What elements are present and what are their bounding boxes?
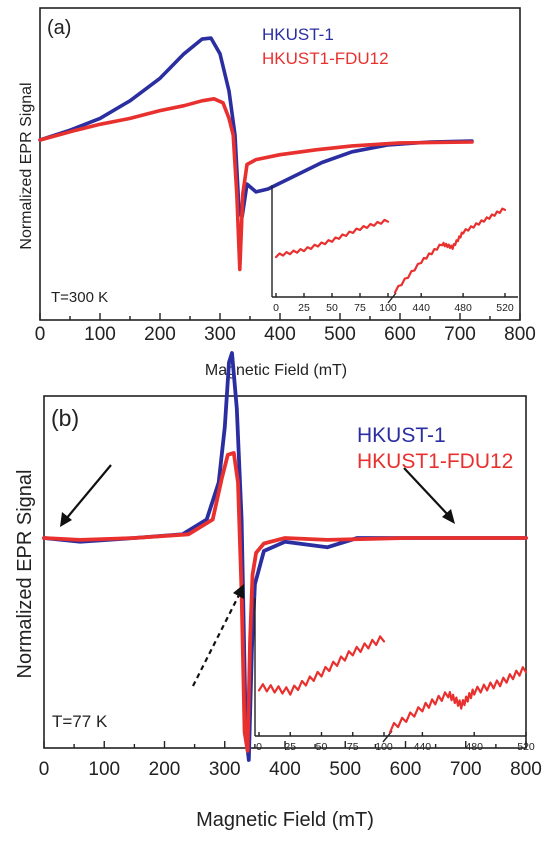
panel-a-inset-segment-low (274, 218, 390, 259)
panel-a-inset: 0 25 50 75 100 440 480 520 (271, 185, 518, 314)
panel-a-xtick-label: 300 (204, 324, 236, 345)
panel-a-inset-break (387, 292, 397, 304)
panel-b-xtick-label: 500 (329, 759, 361, 780)
panel-a-temperature: T=300 K (51, 289, 108, 306)
panel-a: (a) Normalized EPR Signal Magnetic Field… (18, 7, 536, 379)
series-hkust1-fdu12-line (38, 97, 474, 272)
panel-b-inset-ticks: 0 25 50 75 100 440 480 520 (256, 732, 535, 753)
panel-a-xtick-label: 600 (384, 324, 416, 345)
panel-b-xtick-label: 300 (209, 759, 241, 780)
panel-a-xtick-label: 0 (35, 324, 46, 345)
panel-b-inset-xtick-label: 75 (347, 741, 359, 753)
panel-b-xtick-label: 700 (450, 759, 482, 780)
panel-b-inset-xtick-label: 50 (316, 741, 328, 753)
panel-a-xtick-label: 700 (444, 324, 476, 345)
panel-b-inset-curves (257, 635, 528, 734)
arrow-dashed (192, 592, 241, 687)
panel-b-legend-hkust: HKUST-1 (357, 424, 446, 447)
panel-a-xtick-label: 500 (324, 324, 356, 345)
panel-b-inset-xtick-label: 25 (284, 741, 296, 753)
panel-a-inset-xtick-label: 440 (412, 302, 430, 314)
arrow-right (403, 467, 450, 517)
panel-a-inset-segment-high (393, 207, 507, 294)
arrow-left-head (60, 512, 72, 527)
panel-b-inset-segment-high (388, 666, 528, 734)
panel-b-temperature: T=77 K (52, 712, 108, 731)
panel-a-xtick-label: 800 (504, 324, 536, 345)
panel-a-xtick-label: 400 (264, 324, 296, 345)
series-hkust-1-line (42, 351, 528, 762)
panel-b-xtick-label: 0 (39, 759, 50, 780)
panel-b-xtick-label: 200 (149, 759, 181, 780)
panel-a-ticks: 0 100 200 300 400 500 600 700 800 (35, 313, 536, 345)
panel-a-xlabel: Magnetic Field (mT) (205, 362, 347, 379)
panel-a-inset-xtick-label: 50 (326, 302, 338, 314)
panel-b-inset-xtick-label: 440 (414, 741, 432, 753)
series-hkust-1-line (38, 36, 474, 219)
panel-a-curves (38, 36, 474, 272)
panel-a-legend-hkust: HKUST-1 (262, 25, 334, 44)
panel-b-inset-xtick-label: 520 (517, 741, 535, 753)
panel-a-inset-ticks: 0 25 50 75 100 440 480 520 (273, 293, 514, 314)
panel-a-inset-xtick-label: 480 (454, 302, 472, 314)
panel-b-xtick-label: 400 (269, 759, 301, 780)
panel-b-inset-xtick-label: 480 (465, 741, 483, 753)
panel-a-inset-xtick-label: 100 (379, 302, 397, 314)
arrow-right-head (442, 509, 455, 524)
panel-a-inset-xtick-label: 25 (298, 302, 310, 314)
panel-b-inset: 0 25 50 75 100 440 480 520 (254, 598, 535, 753)
panel-b-inset-xtick-label: 0 (256, 741, 262, 753)
panel-b: (b) Normalized EPR Signal Magnetic Field… (14, 351, 542, 831)
arrow-dashed-head (233, 584, 244, 599)
panel-a-inset-xtick-label: 75 (354, 302, 366, 314)
panel-b-xtick-label: 100 (88, 759, 120, 780)
panel-a-ylabel: Normalized EPR Signal (18, 82, 35, 249)
panel-b-ticks: 0 100 200 300 400 500 600 700 800 (39, 741, 542, 780)
panel-a-xtick-label: 100 (84, 324, 116, 345)
panel-b-ylabel: Normalized EPR Signal (14, 470, 36, 679)
panel-b-inset-xtick-label: 100 (375, 741, 393, 753)
panel-a-xtick-label: 200 (144, 324, 176, 345)
panel-b-xtick-label: 600 (390, 759, 422, 780)
panel-b-inset-segment-low (257, 635, 386, 696)
arrow-left (65, 464, 112, 520)
panel-a-label: (a) (47, 17, 71, 39)
panel-b-curves (42, 351, 528, 762)
series-hkust1-fdu12-line (42, 451, 528, 753)
panel-b-legend-fdu: HKUST1-FDU12 (357, 450, 513, 473)
panel-a-inset-xtick-label: 0 (273, 302, 279, 314)
panel-b-xlabel: Magnetic Field (mT) (196, 809, 374, 831)
panel-a-inset-curves (274, 207, 507, 294)
panel-a-inset-xtick-label: 520 (496, 302, 514, 314)
panel-b-xtick-label: 800 (510, 759, 542, 780)
panel-b-arrows (60, 464, 455, 687)
panel-a-legend-fdu: HKUST1-FDU12 (262, 49, 389, 68)
panel-b-label: (b) (51, 405, 79, 431)
